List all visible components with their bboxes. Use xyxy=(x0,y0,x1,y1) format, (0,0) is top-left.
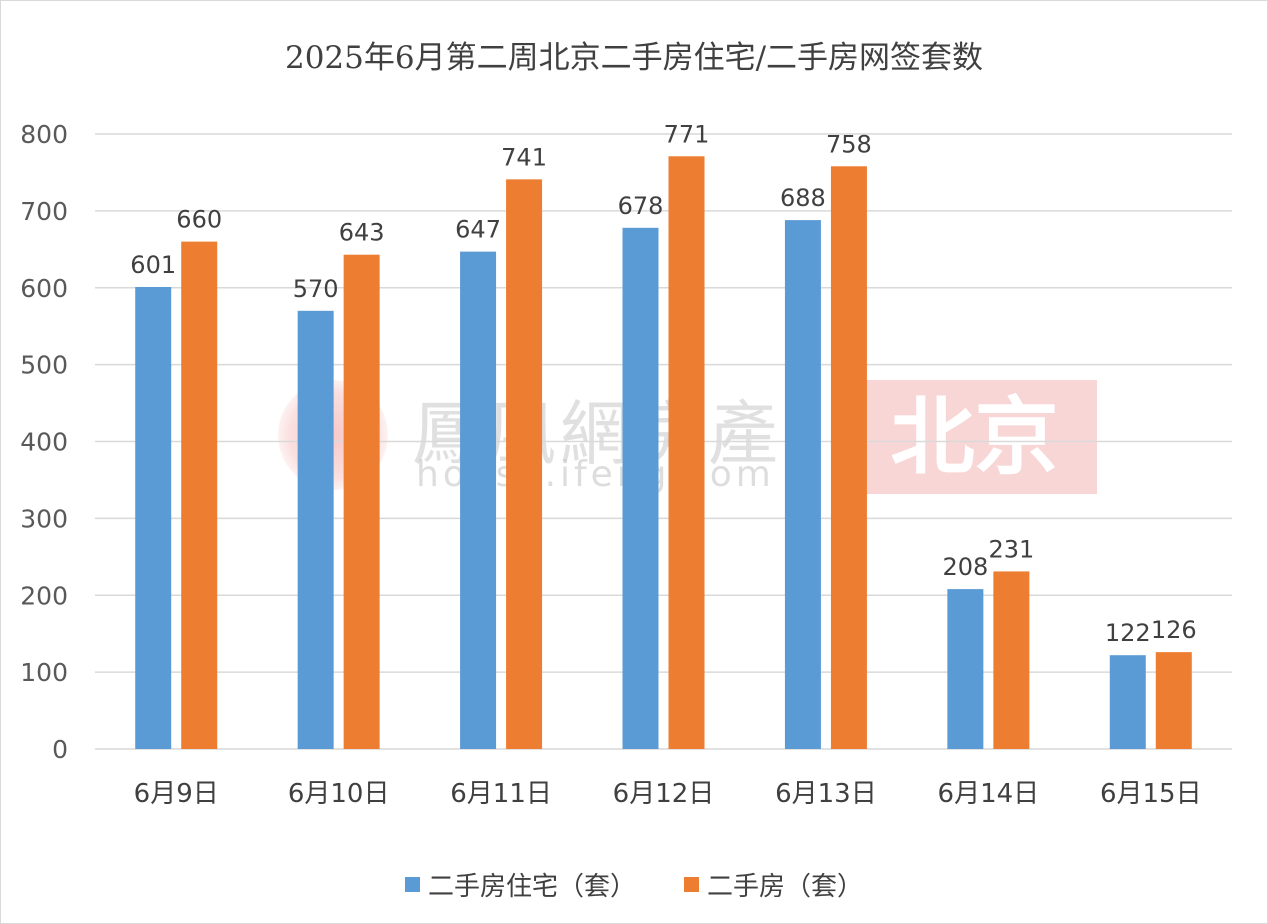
legend-item-residential: 二手房住宅（套） xyxy=(404,866,636,903)
bar-all xyxy=(181,241,218,749)
chart-title: 2025年6月第二周北京二手房住宅/二手房网签套数 xyxy=(284,40,984,76)
data-label: 758 xyxy=(826,130,872,158)
bar-all xyxy=(1155,652,1192,749)
data-label: 126 xyxy=(1151,616,1197,644)
legend-item-all: 二手房（套） xyxy=(684,866,863,903)
data-label: 208 xyxy=(942,553,988,581)
data-label: 660 xyxy=(176,206,222,234)
bar-all xyxy=(993,571,1030,749)
legend-label-all: 二手房（套） xyxy=(707,872,864,902)
data-label: 678 xyxy=(618,192,664,220)
data-label: 741 xyxy=(501,143,547,171)
data-label: 231 xyxy=(988,535,1034,563)
x-tick-label: 6月10日 xyxy=(288,779,390,809)
legend-label-residential: 二手房住宅（套） xyxy=(427,872,636,902)
bar-residential xyxy=(135,286,172,749)
bar-residential xyxy=(1109,655,1146,749)
x-tick-label: 6月13日 xyxy=(775,779,877,809)
bar-residential xyxy=(297,310,334,749)
y-tick-label: 100 xyxy=(20,658,68,687)
y-tick-label: 600 xyxy=(20,274,68,303)
legend-swatch-residential xyxy=(404,877,420,892)
bar-residential xyxy=(784,220,821,750)
data-label: 688 xyxy=(780,184,826,212)
legend: 二手房住宅（套） 二手房（套） xyxy=(0,866,1268,903)
bar-all xyxy=(506,179,543,749)
data-label: 570 xyxy=(293,275,339,303)
y-tick-label: 0 xyxy=(52,735,68,764)
x-tick-label: 6月15日 xyxy=(1100,779,1202,809)
data-label: 122 xyxy=(1105,619,1151,647)
y-tick-label: 800 xyxy=(20,120,68,149)
bar-residential xyxy=(622,227,659,750)
y-tick-label: 200 xyxy=(20,581,68,610)
y-tick-label: 400 xyxy=(20,428,68,457)
y-tick-label: 700 xyxy=(20,197,68,226)
x-tick-label: 6月12日 xyxy=(613,779,715,809)
x-tick-label: 6月9日 xyxy=(134,779,219,809)
bar-residential xyxy=(460,251,497,749)
data-label: 647 xyxy=(455,216,501,244)
data-label: 601 xyxy=(130,251,176,279)
legend-swatch-all xyxy=(684,877,699,892)
watermark-city: 北京 xyxy=(890,388,1059,486)
x-tick-label: 6月14日 xyxy=(938,779,1040,809)
x-tick-label: 6月11日 xyxy=(450,779,552,809)
data-label: 771 xyxy=(664,120,710,148)
y-tick-label: 300 xyxy=(20,504,68,533)
data-label: 643 xyxy=(339,219,385,247)
bar-residential xyxy=(947,589,984,749)
bar-all xyxy=(668,156,705,749)
bar-all xyxy=(343,254,380,749)
bar-all xyxy=(830,166,867,750)
watermark-city-badge: 北京 xyxy=(852,380,1097,494)
y-tick-label: 500 xyxy=(20,351,68,380)
